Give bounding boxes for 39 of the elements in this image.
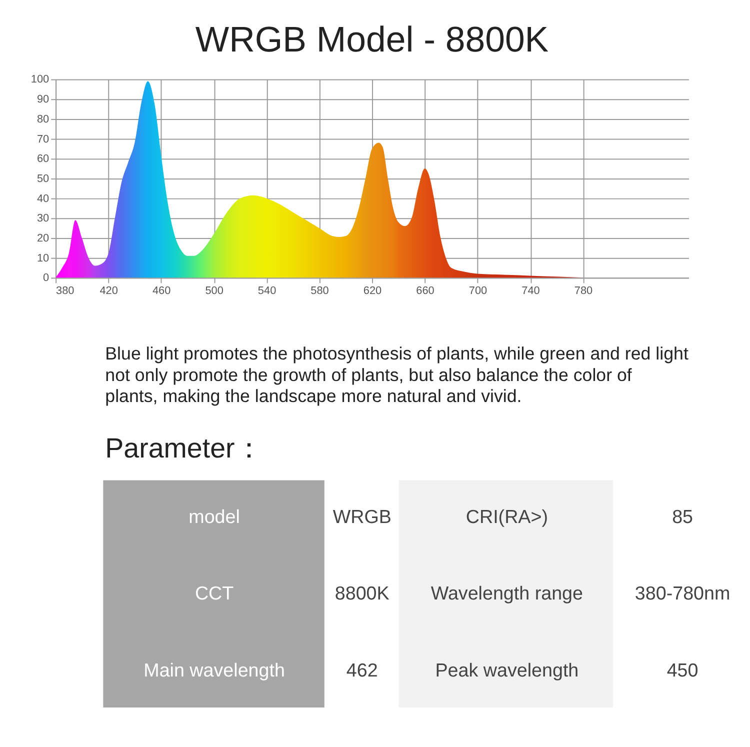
y-tick-label: 10 — [36, 252, 50, 264]
y-tick-label: 20 — [36, 232, 50, 244]
text: Wavelength range — [430, 582, 584, 604]
x-tick-label: 540 — [258, 285, 276, 298]
x-tick-label: 780 — [574, 285, 593, 298]
y-tick-label: 50 — [36, 172, 50, 185]
x-tick-label: 620 — [363, 285, 382, 298]
text: CRI(RA>) — [466, 506, 548, 527]
text: Peak wavelength — [435, 660, 579, 681]
text: plants, making the landscape more natural and vivid. — [105, 386, 522, 406]
y-tick-label: 80 — [36, 113, 50, 126]
y-tick-label: 0 — [43, 272, 50, 284]
x-tick-label: 660 — [416, 285, 434, 298]
text: 450 — [666, 660, 698, 681]
text: Main wavelength — [144, 660, 285, 681]
x-tick-label: 460 — [152, 285, 171, 298]
y-tick-label: 60 — [36, 153, 50, 166]
y-tick-label: 100 — [30, 74, 50, 86]
text: not only promote the growth of plants, but also balance the color of — [105, 364, 632, 385]
x-tick-label: 740 — [522, 285, 540, 298]
y-tick-label: 70 — [36, 133, 50, 146]
x-tick-label: 380 — [56, 285, 74, 298]
y-tick-label: 30 — [36, 212, 50, 225]
text: model — [188, 506, 240, 527]
text: 85 — [672, 506, 694, 527]
chart-title: WRGB Model - 8800K — [195, 19, 549, 60]
text: WRGB — [332, 506, 392, 527]
text: Blue light promotes the photosynthesis of plants, while green and red light — [105, 344, 688, 364]
text: 380-780nm — [634, 582, 730, 604]
y-tick-label: 90 — [36, 94, 50, 106]
text: CCT — [194, 582, 234, 604]
text: 8800K — [334, 582, 390, 604]
x-tick-label: 580 — [310, 285, 329, 298]
x-tick-label: 500 — [205, 285, 224, 298]
x-tick-label: 420 — [100, 285, 118, 298]
x-tick-label: 700 — [468, 285, 488, 298]
text: Parameter： — [105, 432, 263, 464]
text: 462 — [346, 660, 378, 681]
y-tick-label: 40 — [36, 192, 50, 205]
